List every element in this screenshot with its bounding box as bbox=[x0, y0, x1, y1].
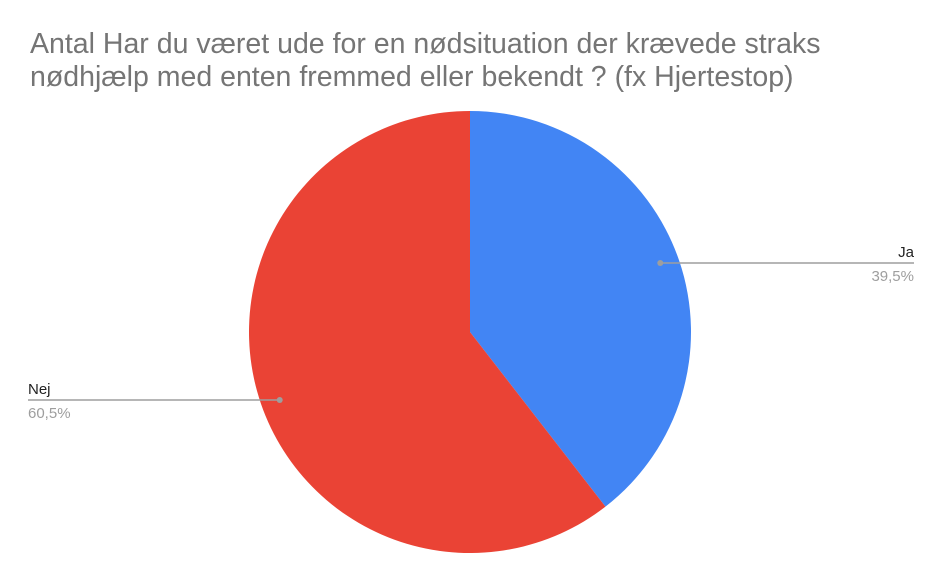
slice-labels: Ja 39,5% Nej 60,5% bbox=[28, 244, 915, 422]
slice-label-nej: Nej bbox=[28, 381, 51, 398]
leader-dot-nej bbox=[276, 397, 283, 403]
leader-dot-ja bbox=[657, 260, 664, 266]
slice-percent-nej: 60,5% bbox=[28, 405, 71, 422]
pie-slice-ja bbox=[470, 111, 691, 507]
pie-slice-nej bbox=[249, 111, 606, 553]
chart-title: Antal Har du været ude for en nødsituati… bbox=[30, 28, 821, 93]
slice-label-ja: Ja bbox=[898, 244, 915, 261]
pie-slices bbox=[249, 111, 691, 553]
slice-percent-ja: 39,5% bbox=[871, 268, 914, 285]
